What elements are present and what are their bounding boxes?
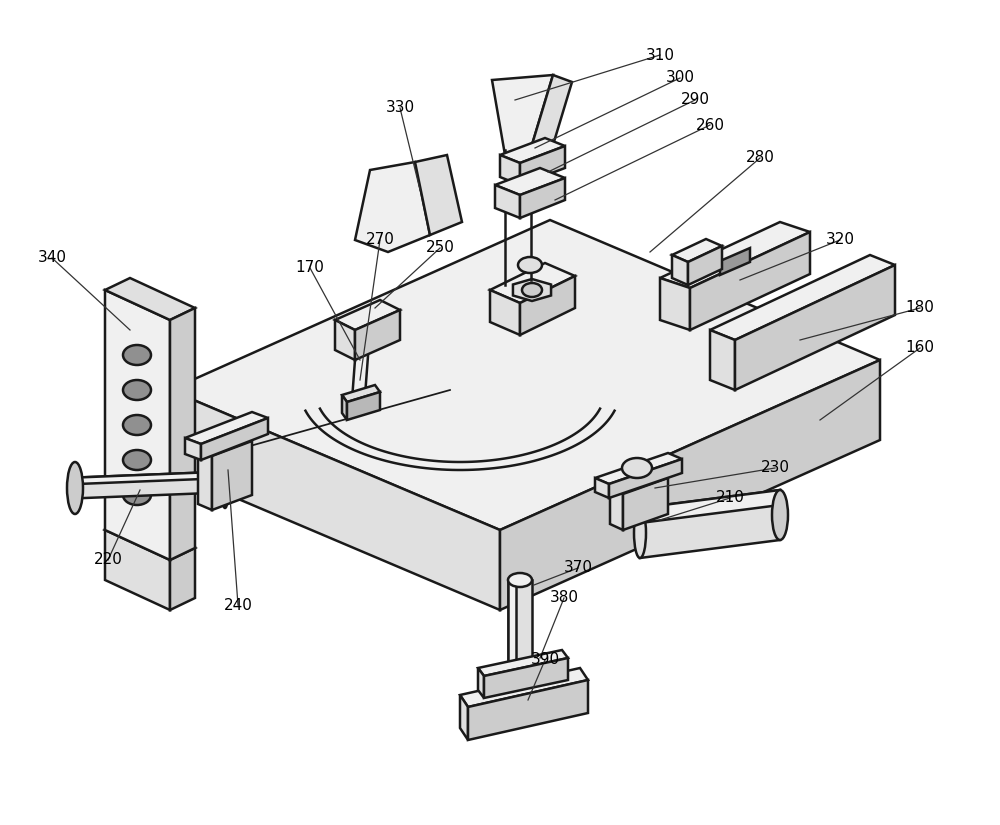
Polygon shape [672, 239, 722, 262]
Polygon shape [595, 478, 609, 498]
Polygon shape [660, 278, 690, 330]
Polygon shape [342, 395, 347, 420]
Polygon shape [335, 320, 355, 360]
Polygon shape [198, 435, 252, 456]
Polygon shape [500, 360, 880, 610]
Polygon shape [170, 308, 195, 560]
Polygon shape [495, 168, 565, 195]
Polygon shape [468, 680, 588, 740]
Text: 240: 240 [224, 597, 252, 612]
Polygon shape [520, 178, 565, 218]
Polygon shape [185, 438, 201, 460]
Polygon shape [710, 330, 735, 390]
Text: 180: 180 [906, 300, 934, 315]
Polygon shape [415, 155, 462, 235]
Ellipse shape [221, 456, 229, 508]
Text: 230: 230 [761, 460, 790, 475]
Text: 170: 170 [296, 261, 324, 276]
Ellipse shape [634, 508, 646, 558]
Polygon shape [513, 279, 551, 301]
Polygon shape [720, 248, 750, 275]
Text: 270: 270 [366, 233, 394, 248]
Ellipse shape [522, 283, 542, 297]
Polygon shape [508, 580, 532, 670]
Polygon shape [212, 441, 252, 510]
Polygon shape [640, 490, 780, 523]
Polygon shape [342, 385, 380, 402]
Polygon shape [478, 650, 568, 676]
Polygon shape [335, 300, 400, 330]
Polygon shape [710, 255, 895, 340]
Polygon shape [460, 695, 468, 740]
Text: 320: 320 [826, 233, 854, 248]
Ellipse shape [772, 490, 788, 540]
Polygon shape [198, 450, 212, 510]
Ellipse shape [123, 450, 151, 470]
Polygon shape [735, 265, 895, 390]
Polygon shape [623, 478, 668, 530]
Polygon shape [105, 518, 195, 560]
Polygon shape [595, 453, 682, 484]
Polygon shape [105, 278, 195, 320]
Text: 220: 220 [94, 553, 122, 568]
Polygon shape [75, 472, 225, 484]
Polygon shape [672, 255, 688, 285]
Ellipse shape [508, 573, 532, 587]
Polygon shape [610, 472, 668, 494]
Text: 370: 370 [564, 560, 592, 576]
Polygon shape [170, 548, 195, 610]
Polygon shape [640, 490, 780, 558]
Polygon shape [355, 310, 400, 360]
Polygon shape [355, 162, 430, 252]
Polygon shape [520, 146, 565, 185]
Text: 330: 330 [385, 101, 415, 116]
Ellipse shape [123, 345, 151, 365]
Text: 210: 210 [716, 491, 744, 506]
Polygon shape [690, 232, 810, 330]
Polygon shape [492, 75, 553, 155]
Polygon shape [500, 138, 565, 163]
Text: 310: 310 [646, 48, 674, 63]
Polygon shape [660, 222, 810, 288]
Polygon shape [105, 530, 170, 610]
Polygon shape [185, 412, 268, 444]
Polygon shape [505, 148, 550, 162]
Polygon shape [688, 246, 722, 285]
Text: 290: 290 [680, 92, 710, 107]
Polygon shape [170, 390, 500, 610]
Polygon shape [105, 290, 170, 560]
Polygon shape [508, 580, 516, 670]
Polygon shape [610, 488, 623, 530]
Text: 300: 300 [666, 70, 694, 86]
Polygon shape [490, 263, 575, 303]
Polygon shape [609, 459, 682, 498]
Polygon shape [531, 75, 572, 155]
Polygon shape [460, 668, 588, 707]
Polygon shape [495, 185, 520, 218]
Polygon shape [500, 155, 520, 185]
Ellipse shape [622, 458, 652, 478]
Polygon shape [170, 220, 880, 530]
Polygon shape [490, 290, 520, 335]
Text: 280: 280 [746, 150, 774, 166]
Ellipse shape [123, 485, 151, 505]
Text: 340: 340 [38, 251, 66, 266]
Text: 390: 390 [530, 653, 560, 667]
Polygon shape [520, 276, 575, 335]
Ellipse shape [518, 257, 542, 273]
Text: 380: 380 [550, 591, 578, 606]
Text: 250: 250 [426, 241, 454, 256]
Polygon shape [347, 392, 380, 420]
Text: 160: 160 [906, 341, 934, 356]
Polygon shape [75, 472, 225, 498]
Text: 260: 260 [696, 117, 724, 133]
Ellipse shape [67, 462, 83, 514]
Polygon shape [484, 658, 568, 698]
Polygon shape [478, 668, 484, 698]
Polygon shape [201, 418, 268, 460]
Ellipse shape [123, 415, 151, 435]
Ellipse shape [123, 380, 151, 400]
